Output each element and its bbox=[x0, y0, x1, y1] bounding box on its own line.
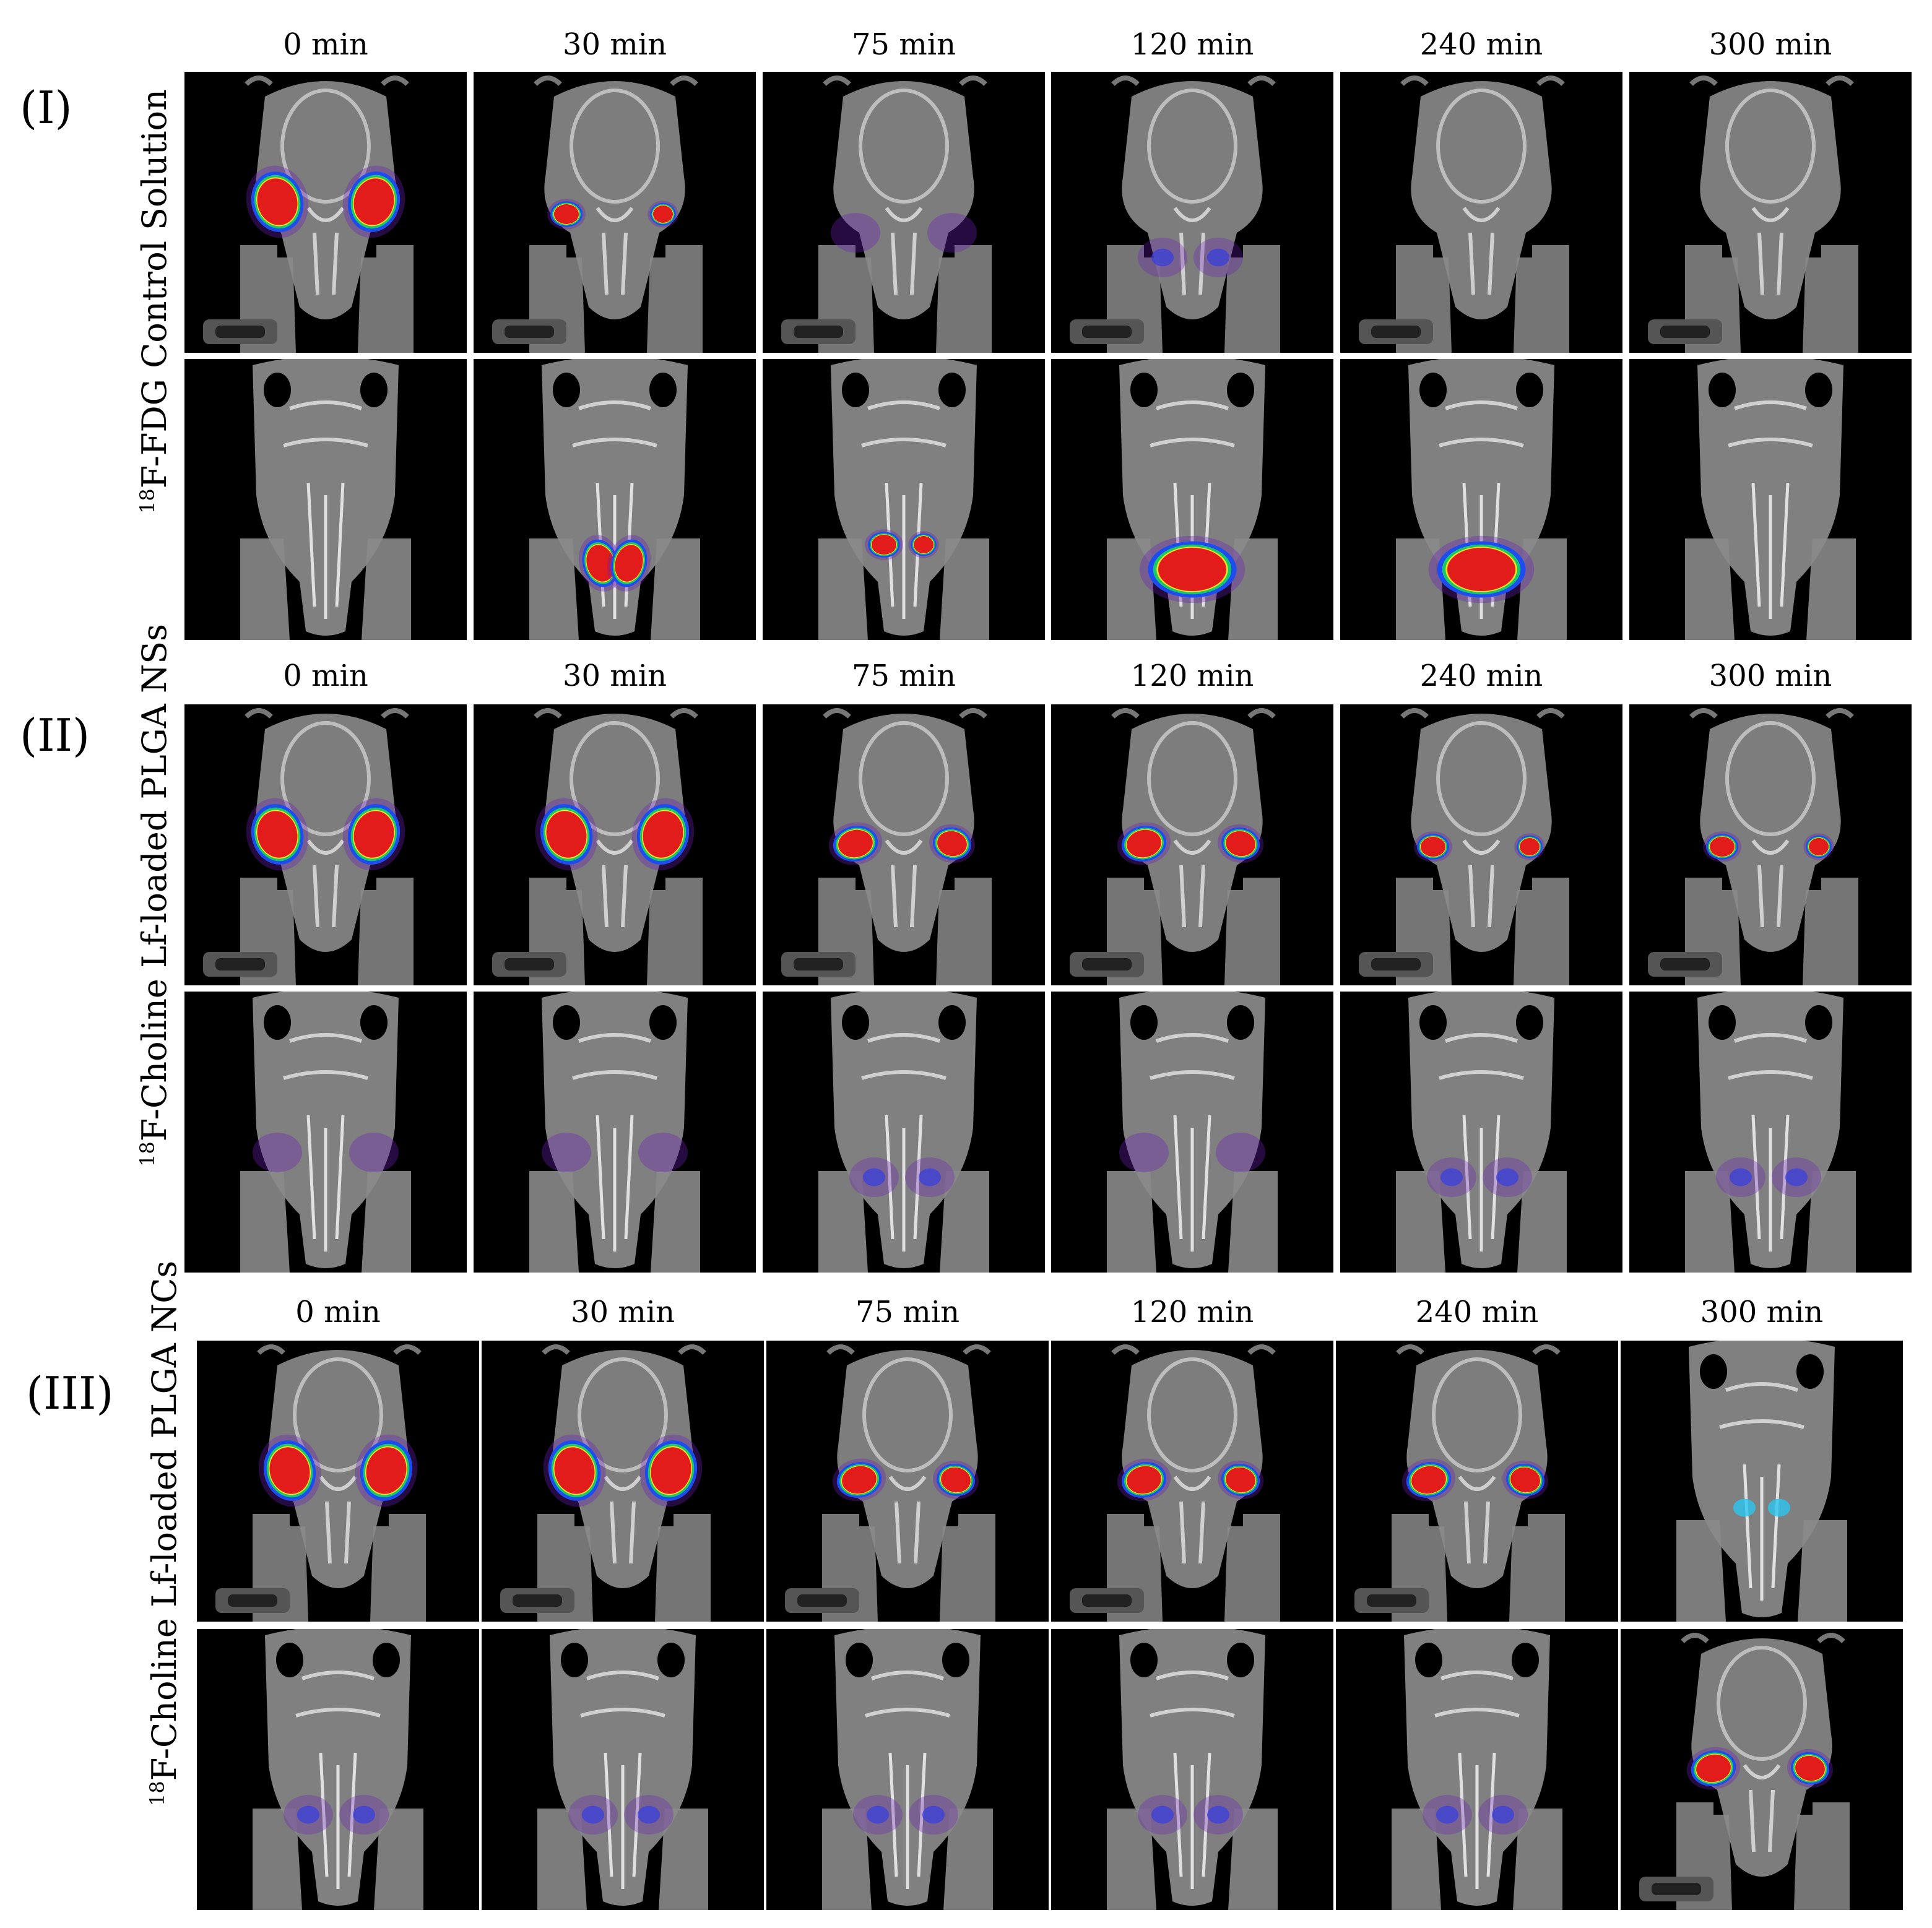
side-label-I: 18F-FDG Control Solution bbox=[135, 89, 174, 514]
time-label-III-4: 240 min bbox=[1415, 1295, 1539, 1329]
pet-ct-panel-I-top-5 bbox=[1629, 72, 1912, 353]
pet-ct-panel-III-bottom-2 bbox=[766, 1629, 1049, 1910]
time-label-I-0: 0 min bbox=[283, 27, 368, 62]
pet-ct-panel-III-top-4 bbox=[1336, 1341, 1618, 1622]
time-label-II-5: 300 min bbox=[1709, 659, 1832, 693]
section-label-I: (I) bbox=[20, 82, 72, 134]
pet-ct-panel-III-top-5 bbox=[1621, 1341, 1903, 1622]
pet-ct-panel-II-top-5 bbox=[1629, 704, 1912, 985]
time-label-III-1: 30 min bbox=[570, 1295, 675, 1329]
pet-ct-panel-III-bottom-5 bbox=[1621, 1629, 1903, 1910]
pet-ct-panel-I-top-4 bbox=[1340, 72, 1622, 353]
pet-ct-panel-II-top-1 bbox=[474, 704, 756, 985]
pet-ct-panel-I-bottom-5 bbox=[1629, 359, 1912, 640]
pet-ct-panel-I-bottom-3 bbox=[1051, 359, 1333, 640]
pet-ct-panel-I-bottom-4 bbox=[1340, 359, 1622, 640]
pet-ct-panel-II-bottom-0 bbox=[184, 992, 467, 1273]
pet-ct-panel-II-bottom-4 bbox=[1340, 992, 1622, 1273]
section-label-III: (III) bbox=[26, 1367, 114, 1419]
time-label-I-1: 30 min bbox=[562, 27, 667, 62]
time-label-I-4: 240 min bbox=[1419, 27, 1543, 62]
pet-ct-panel-III-top-0 bbox=[197, 1341, 479, 1622]
pet-ct-panel-III-bottom-4 bbox=[1336, 1629, 1618, 1910]
side-label-II: 18F-Choline Lf-loaded PLGA NSs bbox=[135, 624, 174, 1167]
time-label-III-2: 75 min bbox=[855, 1295, 960, 1329]
pet-ct-panel-I-bottom-2 bbox=[763, 359, 1045, 640]
pet-ct-panel-II-bottom-5 bbox=[1629, 992, 1912, 1273]
time-label-III-3: 120 min bbox=[1130, 1295, 1254, 1329]
pet-ct-panel-III-top-3 bbox=[1051, 1341, 1333, 1622]
pet-ct-panel-III-top-2 bbox=[766, 1341, 1049, 1622]
side-label-III: 18F-Choline Lf-loaded PLGA NCs bbox=[145, 1260, 184, 1806]
pet-ct-panel-II-bottom-3 bbox=[1051, 992, 1333, 1273]
section-label-II: (II) bbox=[20, 709, 90, 761]
pet-ct-panel-I-bottom-0 bbox=[184, 359, 467, 640]
time-label-II-2: 75 min bbox=[851, 659, 956, 693]
pet-ct-panel-I-top-3 bbox=[1051, 72, 1333, 353]
time-label-II-0: 0 min bbox=[283, 659, 368, 693]
pet-ct-panel-III-bottom-0 bbox=[197, 1629, 479, 1910]
pet-ct-panel-I-top-2 bbox=[763, 72, 1045, 353]
pet-ct-panel-II-top-4 bbox=[1340, 704, 1622, 985]
pet-ct-panel-I-bottom-1 bbox=[474, 359, 756, 640]
pet-ct-panel-III-bottom-1 bbox=[482, 1629, 764, 1910]
time-label-II-1: 30 min bbox=[562, 659, 667, 693]
pet-ct-panel-III-bottom-3 bbox=[1051, 1629, 1333, 1910]
pet-ct-panel-II-bottom-1 bbox=[474, 992, 756, 1273]
time-label-II-3: 120 min bbox=[1130, 659, 1254, 693]
time-label-I-5: 300 min bbox=[1709, 27, 1832, 62]
pet-ct-panel-I-top-0 bbox=[184, 72, 467, 353]
pet-ct-panel-II-top-2 bbox=[763, 704, 1045, 985]
time-label-III-5: 300 min bbox=[1700, 1295, 1824, 1329]
time-label-I-3: 120 min bbox=[1130, 27, 1254, 62]
pet-ct-panel-II-bottom-2 bbox=[763, 992, 1045, 1273]
time-label-II-4: 240 min bbox=[1419, 659, 1543, 693]
pet-ct-panel-III-top-1 bbox=[482, 1341, 764, 1622]
time-label-III-0: 0 min bbox=[295, 1295, 381, 1329]
pet-ct-panel-II-top-3 bbox=[1051, 704, 1333, 985]
pet-ct-panel-I-top-1 bbox=[474, 72, 756, 353]
pet-ct-panel-II-top-0 bbox=[184, 704, 467, 985]
time-label-I-2: 75 min bbox=[851, 27, 956, 62]
